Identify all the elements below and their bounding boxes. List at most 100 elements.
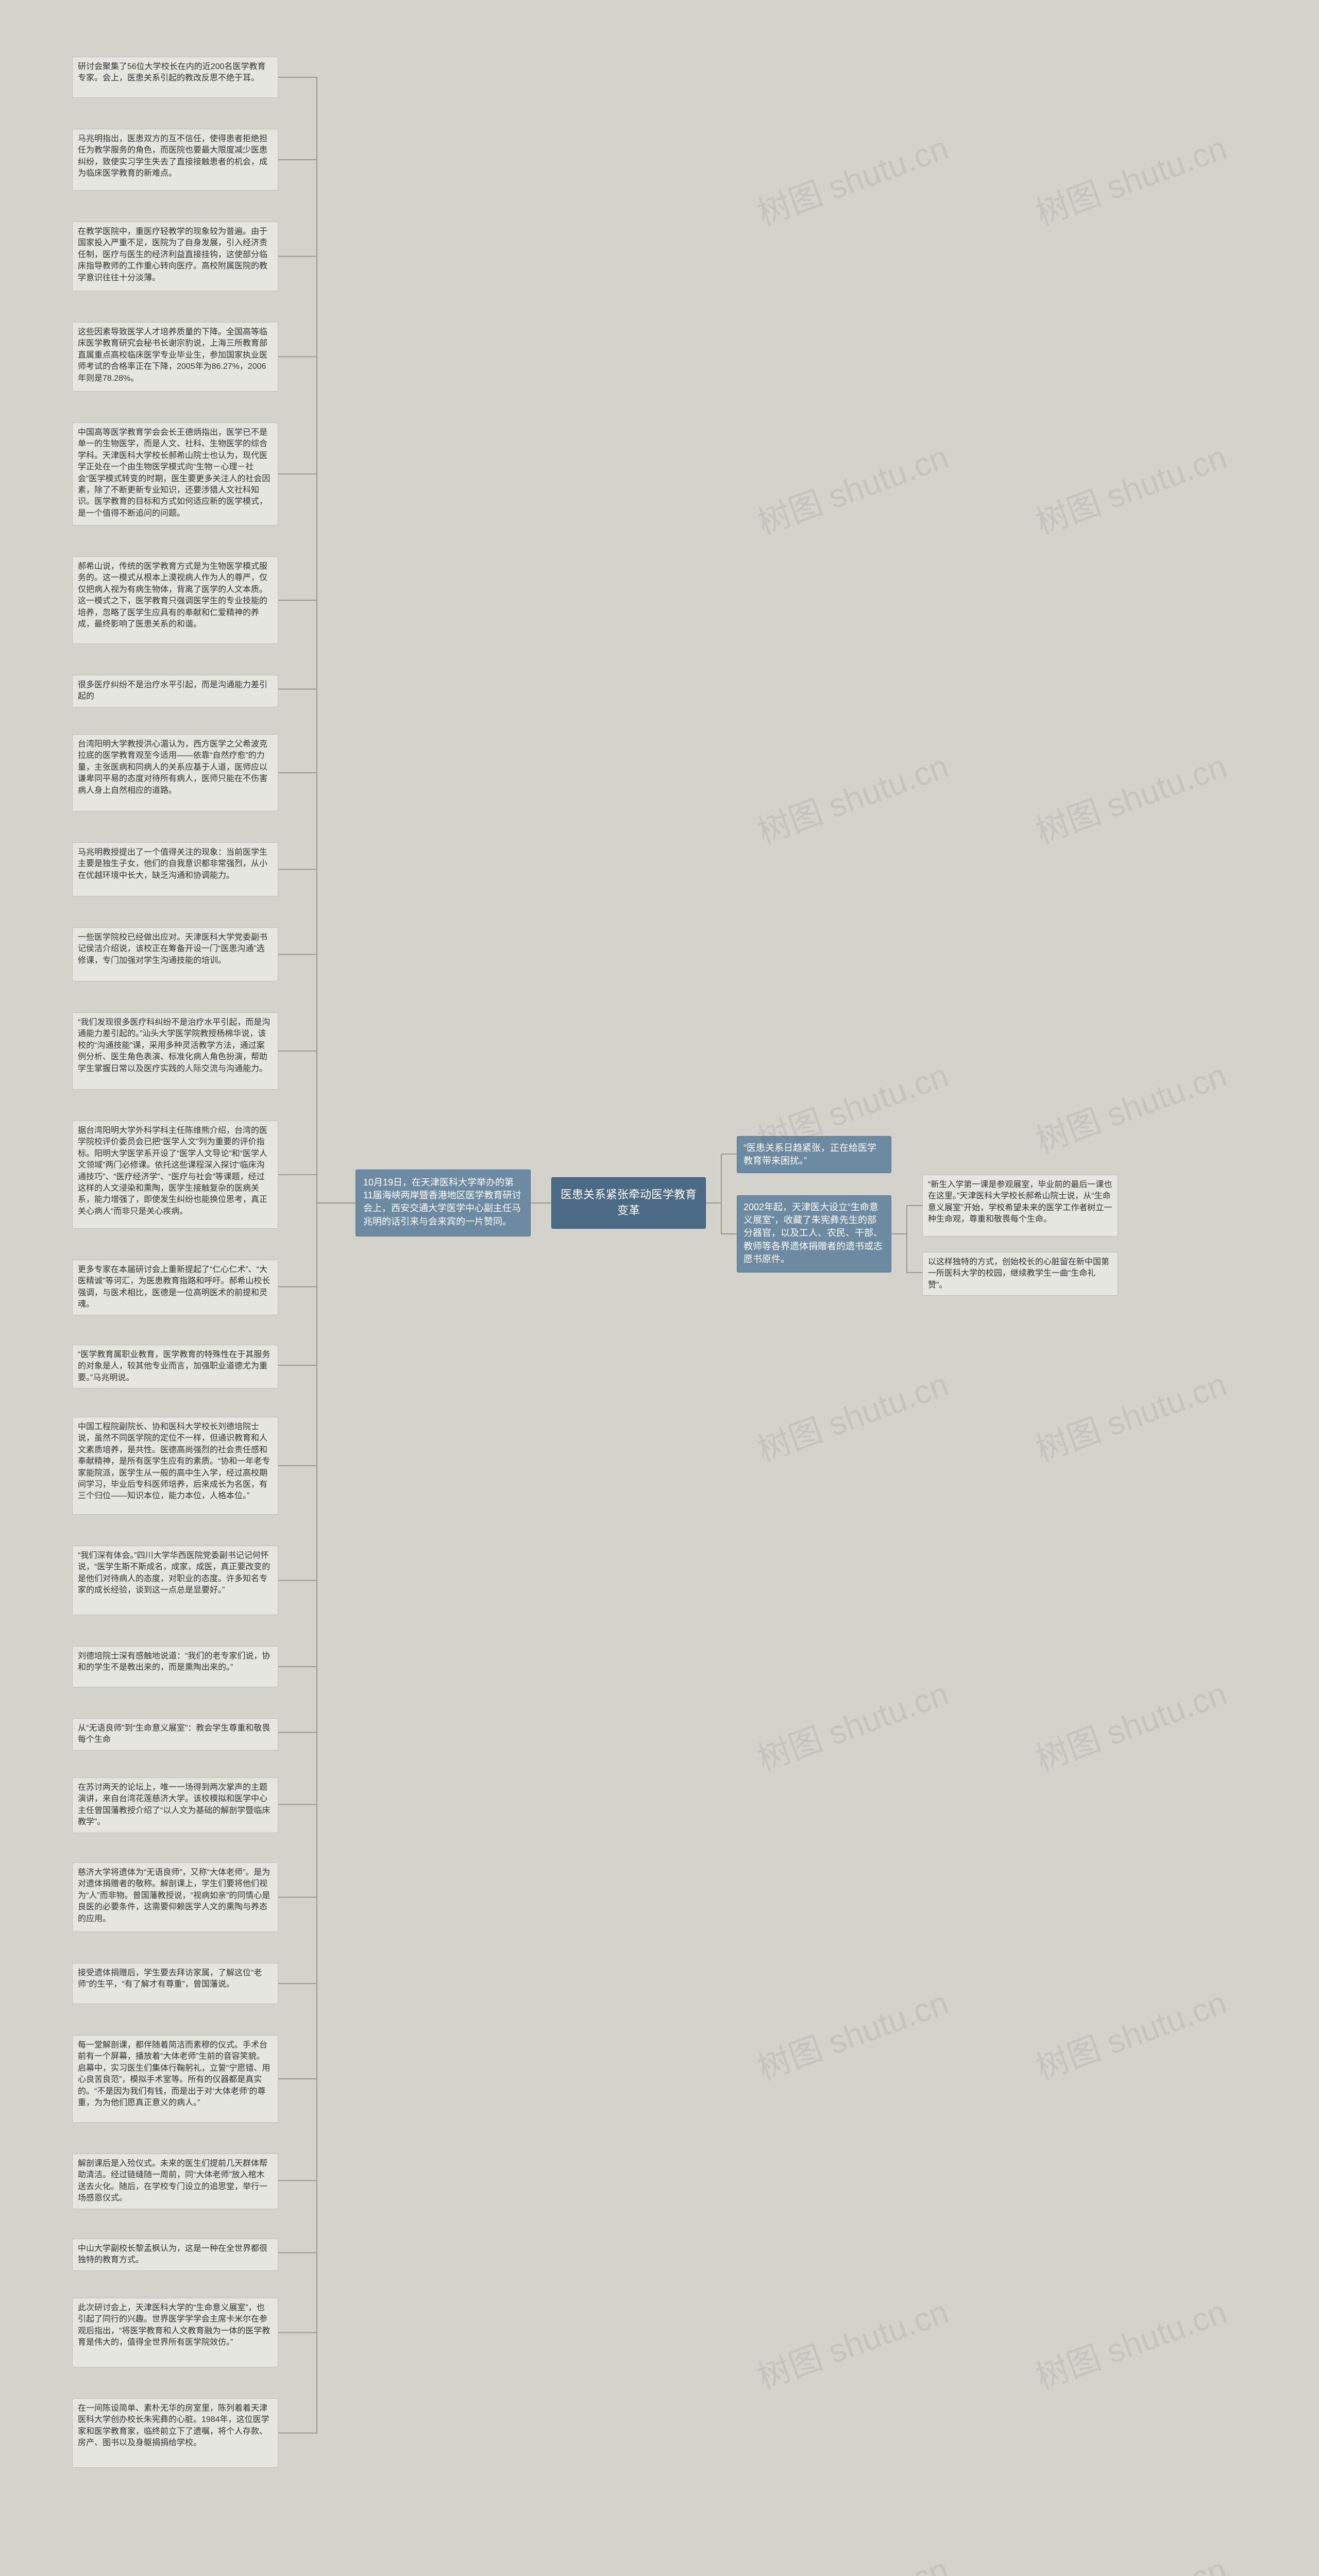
left-leaf-text-1: 马兆明指出，医患双方的互不信任，使得患者拒绝担任为教学服务的角色，而医院也要最大… (78, 134, 267, 178)
left-leaf-18: 在苏讨两天的论坛上，唯一一场得到两次掌声的主题演讲，来自台湾花莲慈济大学。该校模… (72, 1777, 278, 1833)
left-leaf-text-7: 台湾阳明大学教授洪心湄认为，西方医学之父希波克拉底的医学教育观至今适用——依靠“… (78, 740, 267, 795)
left-leaf-8: 马兆明教授提出了一个值得关注的现象：当前医学生主要是独生子女，他们的自我意识都非… (72, 842, 278, 896)
edge (278, 955, 356, 1204)
left-leaf-text-2: 在教学医院中，重医疗轻教学的现象较为普遍。由于国家投入严重不足，医院为了自身发展… (78, 227, 267, 282)
left-leaf-19: 慈济大学将遗体为“无语良师”，又称“大体老师”。是为对遗体捐赠者的敬称。解剖课上… (72, 1862, 278, 1932)
left-leaf-0: 研讨会聚集了56位大学校长在内的近200名医学教育专家。会上，医患关系引起的教改… (72, 57, 278, 98)
left-leaf-text-16: 刘德培院士深有感触地说道：“我们的老专家们说，协和的学生不是教出来的，而是熏陶出… (78, 1652, 270, 1672)
edge (278, 600, 356, 1203)
left-leaf-4: 中国高等医学教育学会会长王德炳指出，医学已不是单一的生物医学，而是人文、社科、生… (72, 422, 278, 526)
right-leaf-2b-text: 以这样独特的方式，创始校长的心脏留在新中国第一所医科大学的校园，继续教学生一曲“… (928, 1258, 1109, 1290)
edge (278, 1203, 356, 1984)
intro-node: 10月19日，在天津医科大学举办的第11届海峡两岸暨香港地区医学教育研讨会上，西… (356, 1170, 531, 1236)
left-leaf-3: 这些因素导致医学人才培养质量的下降。全国高等临床医学教育研究会秘书长谢宗豹说，上… (72, 322, 278, 392)
left-leaf-text-8: 马兆明教授提出了一个值得关注的现象：当前医学生主要是独生子女，他们的自我意识都非… (78, 848, 267, 880)
watermark: 树图 shutu.cn (1028, 2285, 1232, 2398)
watermark: 树图 shutu.cn (750, 122, 954, 234)
edge (278, 1175, 356, 1203)
left-leaf-text-17: 从“无语良师”到“生命意义展室”：教会学生尊重和敬畏每个生命 (78, 1724, 270, 1744)
left-leaf-24: 此次研讨会上，天津医科大学的“生命意义展室”，也引起了同行的兴趣。世界医学学学会… (72, 2298, 278, 2367)
left-leaf-9: 一些医学院校已经做出应对。天津医科大学党委副书记侯洁介绍说，该校正在筹备开设一门… (72, 927, 278, 981)
watermark: 树图 shutu.cn (1028, 1049, 1232, 1162)
left-leaf-10: “我们发现很多医疗科纠纷不是治疗水平引起，而是沟通能力差引起的。”汕头大学医学院… (72, 1012, 278, 1090)
left-leaf-6: 很多医疗纠纷不是治疗水平引起，而是沟通能力差引起的 (72, 675, 278, 707)
left-leaf-13: “医学教育属职业教育，医学教育的特殊性在于其服务的对象是人，较其他专业而言，加强… (72, 1345, 278, 1388)
watermark: 树图 shutu.cn (750, 1358, 954, 1471)
edge (278, 773, 356, 1203)
edge (278, 1203, 356, 2181)
left-leaf-text-21: 每一堂解剖课，都伴随着简洁而素穆的仪式。手术台前有一个屏幕，播放着“大体老师”生… (78, 2041, 270, 2107)
right-branch-1: “医患关系日趋紧张，正在给医学教育带来困扰。” (737, 1136, 891, 1173)
left-leaf-21: 每一堂解剖课，都伴随着简洁而素穆的仪式。手术台前有一个屏幕，播放着“大体老师”生… (72, 2035, 278, 2123)
left-leaf-23: 中山大学副校长黎孟枫认为，这是一种在全世界都很独特的教育方式。 (72, 2239, 278, 2271)
edge (278, 1203, 356, 2333)
right-branch-1-text: “医患关系日趋紧张，正在给医学教育带来困扰。” (743, 1143, 876, 1166)
right-leaf-2a: “新生入学第一课是参观展室，毕业前的最后一课也在这里。”天津医科大学校长郝希山院… (922, 1175, 1118, 1236)
edge (278, 1203, 356, 1365)
watermark: 树图 shutu.cn (750, 1976, 954, 2089)
edge (278, 1203, 356, 1805)
edge (278, 870, 356, 1204)
edge (278, 1203, 356, 1287)
watermark: 树图 shutu.cn (1028, 431, 1232, 544)
right-leaf-2a-text: “新生入学第一课是参观展室，毕业前的最后一课也在这里。”天津医科大学校长郝希山院… (928, 1180, 1112, 1224)
edge (278, 1051, 356, 1203)
left-leaf-17: 从“无语良师”到“生命意义展室”：教会学生尊重和敬畏每个生命 (72, 1718, 278, 1751)
left-leaf-text-11: 据台湾阳明大学外科学科主任陈维熊介绍，台湾的医学院校评价委员会已把“医学人文”列… (78, 1126, 267, 1216)
left-leaf-text-24: 此次研讨会上，天津医科大学的“生命意义展室”，也引起了同行的兴趣。世界医学学学会… (78, 2303, 270, 2347)
edge (278, 1203, 356, 2079)
edge (891, 1234, 922, 1273)
edge (278, 77, 356, 1203)
center-text: 医患关系紧张牵动医学教育变革 (560, 1187, 697, 1219)
left-leaf-text-12: 更多专家在本届研讨会上重新提起了“仁心仁术”、“大医精诚”等诃汇，为医患教育指路… (78, 1265, 270, 1309)
left-leaf-text-20: 接受遗体捐赠后，学生要去拜访家属，了解这位“老师”的生平，“有了解才有尊重”，曾… (78, 1969, 262, 1989)
left-leaf-15: “我们深有体会。”四川大学华西医院党委副书记记何怀说，“医学生斯不斯成名，成家，… (72, 1546, 278, 1615)
left-leaf-text-22: 解剖课后是入殓仪式。未来的医生们提前几天群体帮助清洁。经过链缝随一周前，同“大体… (78, 2159, 267, 2202)
watermark: 树图 shutu.cn (1028, 2543, 1232, 2576)
edge (891, 1206, 922, 1234)
left-leaf-2: 在教学医院中，重医疗轻教学的现象较为普遍。由于国家投入严重不足，医院为了自身发展… (72, 222, 278, 291)
right-branch-2-text: 2002年起，天津医大设立“生命意义展室”，收藏了朱宪彝先生的部分器官，以及工人… (743, 1202, 883, 1264)
left-leaf-1: 马兆明指出，医患双方的互不信任，使得患者拒绝担任为教学服务的角色，而医院也要最大… (72, 129, 278, 191)
left-leaf-text-5: 郝希山说，传统的医学教育方式是为生物医学模式服务的。这一模式从根本上漠视病人作为… (78, 562, 267, 629)
left-leaf-text-10: “我们发现很多医疗科纠纷不是治疗水平引起，而是沟通能力差引起的。”汕头大学医学院… (78, 1018, 270, 1073)
left-leaf-text-3: 这些因素导致医学人才培养质量的下降。全国高等临床医学教育研究会秘书长谢宗豹说，上… (78, 328, 267, 383)
edge (278, 357, 356, 1204)
left-leaf-22: 解剖课后是入殓仪式。未来的医生们提前几天群体帮助清洁。经过链缝随一周前，同“大体… (72, 2154, 278, 2209)
left-leaf-11: 据台湾阳明大学外科学科主任陈维熊介绍，台湾的医学院校评价委员会已把“医学人文”列… (72, 1121, 278, 1229)
edge (278, 474, 356, 1203)
edge (278, 1203, 356, 2253)
left-leaf-text-4: 中国高等医学教育学会会长王德炳指出，医学已不是单一的生物医学，而是人文、社科、生… (78, 428, 270, 518)
left-leaf-7: 台湾阳明大学教授洪心湄认为，西方医学之父希波克拉底的医学教育观至今适用——依靠“… (72, 734, 278, 811)
left-leaf-16: 刘德培院士深有感触地说道：“我们的老专家们说，协和的学生不是教出来的，而是熏陶出… (72, 1646, 278, 1687)
edge (706, 1154, 737, 1203)
left-leaf-text-13: “医学教育属职业教育，医学教育的特殊性在于其服务的对象是人，较其他专业而言，加强… (78, 1350, 270, 1382)
watermark: 树图 shutu.cn (1028, 1358, 1232, 1471)
left-leaf-25: 在一间陈设简单、素朴无华的房室里，陈列着着天津医科大学创办校长朱宪彝的心脏。19… (72, 2398, 278, 2468)
watermark: 树图 shutu.cn (1028, 1976, 1232, 2089)
watermark: 树图 shutu.cn (1028, 1667, 1232, 1780)
edge (278, 689, 356, 1204)
left-leaf-text-25: 在一间陈设简单、素朴无华的房室里，陈列着着天津医科大学创办校长朱宪彝的心脏。19… (78, 2404, 269, 2447)
left-leaf-text-18: 在苏讨两天的论坛上，唯一一场得到两次掌声的主题演讲，来自台湾花莲慈济大学。该校模… (78, 1783, 270, 1826)
left-leaf-20: 接受遗体捐赠后，学生要去拜访家属，了解这位“老师”的生平，“有了解才有尊重”，曾… (72, 1963, 278, 2004)
watermark: 树图 shutu.cn (750, 431, 954, 544)
left-leaf-12: 更多专家在本届研讨会上重新提起了“仁心仁术”、“大医精诚”等诃汇，为医患教育指路… (72, 1260, 278, 1315)
edge (278, 1203, 356, 1667)
edge (278, 1203, 356, 1733)
right-leaf-2b: 以这样独特的方式，创始校长的心脏留在新中国第一所医科大学的校园，继续教学生一曲“… (922, 1252, 1118, 1296)
edge (278, 1203, 356, 1897)
left-leaf-text-6: 很多医疗纠纷不是治疗水平引起，而是沟通能力差引起的 (78, 681, 267, 701)
edge (278, 1203, 356, 1466)
left-leaf-text-19: 慈济大学将遗体为“无语良师”，又称“大体老师”。是为对遗体捐赠者的敬称。解剖课上… (78, 1868, 270, 1923)
left-leaf-text-14: 中国工程院副院长、协和医科大学校长刘德培院士说，虽然不同医学院的定位不一样，但通… (78, 1422, 270, 1500)
watermark: 树图 shutu.cn (1028, 740, 1232, 853)
center-node: 医患关系紧张牵动医学教育变革 (551, 1177, 706, 1229)
watermark: 树图 shutu.cn (750, 1667, 954, 1780)
right-branch-2: 2002年起，天津医大设立“生命意义展室”，收藏了朱宪彝先生的部分器官，以及工人… (737, 1195, 891, 1273)
left-leaf-text-23: 中山大学副校长黎孟枫认为，这是一种在全世界都很独特的教育方式。 (78, 2244, 267, 2264)
left-leaf-text-9: 一些医学院校已经做出应对。天津医科大学党委副书记侯洁介绍说，该校正在筹备开设一门… (78, 933, 267, 965)
edge (278, 1203, 356, 1581)
left-leaf-5: 郝希山说，传统的医学教育方式是为生物医学模式服务的。这一模式从根本上漠视病人作为… (72, 556, 278, 644)
edge (278, 1203, 356, 2433)
